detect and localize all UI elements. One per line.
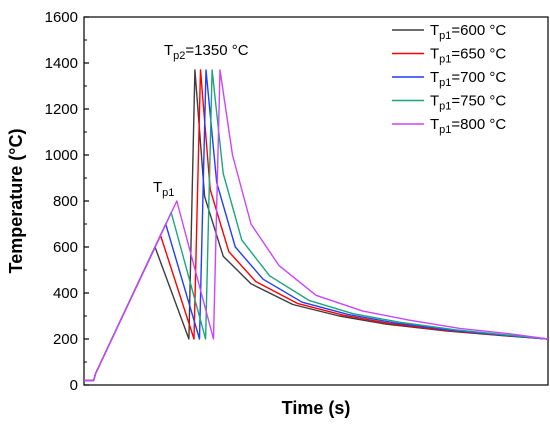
legend-label-2: Tp1=650 °C [430,46,506,66]
y-tick-label: 1200 [45,101,78,118]
legend-label-4: Tp1=750 °C [430,93,506,113]
annotations: Tp2=1350 °C Tp1 [153,42,249,199]
y-tick-label: 0 [70,377,78,394]
y-tick-label: 400 [53,285,78,302]
y-tick-label: 800 [53,193,78,210]
series-line-5 [84,69,549,382]
y-tick-label: 1600 [45,9,78,26]
legend: Tp1=600 °C Tp1=650 °C Tp1=700 °C Tp1=750 °C… [392,22,506,136]
legend-label-5: Tp1=800 °C [430,116,506,136]
annotation-tp2: Tp2=1350 °C [164,42,249,62]
legend-label-3: Tp1=700 °C [430,69,506,89]
y-tick-label: 1000 [45,147,78,164]
y-tick-label: 200 [53,331,78,348]
annotation-tp1: Tp1 [153,179,174,199]
y-tick-label: 1400 [45,55,78,72]
legend-label-1: Tp1=600 °C [430,22,506,42]
y-tick-label: 600 [53,239,78,256]
series-layer [84,69,549,382]
x-axis-title: Time (s) [282,398,351,418]
y-axis-title: Temperature (°C) [6,129,26,274]
axes: 0 200 400 600 800 1000 1200 1400 1600 Time (s) Tem… [6,9,549,418]
